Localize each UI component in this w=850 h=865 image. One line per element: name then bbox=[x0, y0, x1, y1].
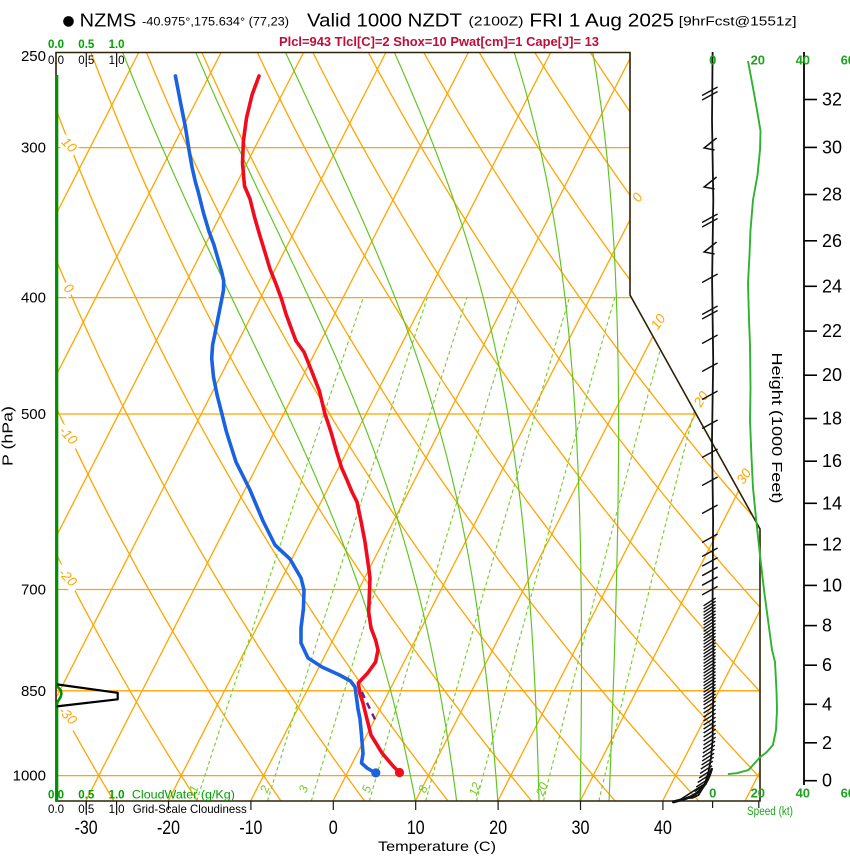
svg-text:2: 2 bbox=[822, 733, 832, 753]
svg-text:26: 26 bbox=[822, 231, 842, 251]
svg-text:250: 250 bbox=[21, 48, 46, 65]
svg-text:(2100Z): (2100Z) bbox=[469, 14, 524, 29]
svg-text:40: 40 bbox=[796, 786, 810, 801]
svg-text:12: 12 bbox=[822, 535, 842, 555]
svg-text:22: 22 bbox=[822, 321, 842, 341]
svg-text:14: 14 bbox=[822, 493, 842, 513]
svg-text:0.5: 0.5 bbox=[78, 790, 95, 802]
svg-text:1.0: 1.0 bbox=[109, 804, 125, 816]
svg-text:0.0: 0.0 bbox=[48, 804, 64, 816]
svg-text:3: 3 bbox=[296, 783, 312, 794]
svg-text:0: 0 bbox=[329, 818, 338, 839]
svg-text:0: 0 bbox=[709, 786, 716, 801]
svg-text:0.5: 0.5 bbox=[78, 55, 94, 67]
svg-text:Temperature (C): Temperature (C) bbox=[378, 838, 496, 854]
svg-text:0.0: 0.0 bbox=[48, 55, 64, 67]
svg-text:8: 8 bbox=[415, 783, 431, 794]
svg-text:10: 10 bbox=[822, 575, 842, 595]
svg-text:30: 30 bbox=[572, 818, 590, 839]
svg-text:Plcl=943 Tlcl[C]=2 Shox=10 Pwa: Plcl=943 Tlcl[C]=2 Shox=10 Pwat[cm]=1 Ca… bbox=[279, 34, 599, 49]
svg-text:850: 850 bbox=[21, 683, 46, 700]
svg-text:20: 20 bbox=[751, 53, 765, 68]
svg-text:0.0: 0.0 bbox=[48, 790, 64, 802]
svg-text:8: 8 bbox=[822, 616, 832, 636]
svg-text:500: 500 bbox=[21, 406, 46, 423]
svg-text:CloudWater (g/Kg): CloudWater (g/Kg) bbox=[132, 788, 235, 802]
svg-text:6: 6 bbox=[822, 655, 832, 675]
svg-text:20: 20 bbox=[822, 365, 842, 385]
svg-text:0.5: 0.5 bbox=[78, 39, 95, 51]
svg-text:NZMS: NZMS bbox=[80, 10, 137, 31]
svg-text:30: 30 bbox=[822, 137, 842, 157]
svg-text:-40.975°,175.634° (77,23): -40.975°,175.634° (77,23) bbox=[142, 15, 289, 29]
svg-text:Grid-Scale Cloudiness: Grid-Scale Cloudiness bbox=[133, 802, 247, 816]
svg-text:20: 20 bbox=[751, 786, 765, 801]
svg-text:20: 20 bbox=[489, 818, 507, 839]
svg-text:0: 0 bbox=[822, 771, 832, 791]
svg-text:60: 60 bbox=[841, 53, 850, 68]
svg-text:40: 40 bbox=[796, 53, 810, 68]
svg-text:20: 20 bbox=[533, 780, 551, 799]
svg-text:10: 10 bbox=[407, 818, 425, 839]
svg-text:FRI 1 Aug 2025: FRI 1 Aug 2025 bbox=[529, 10, 674, 31]
svg-text:0.0: 0.0 bbox=[48, 39, 64, 51]
svg-text:1.0: 1.0 bbox=[109, 790, 125, 802]
svg-text:1.0: 1.0 bbox=[109, 39, 125, 51]
svg-text:24: 24 bbox=[822, 276, 842, 296]
svg-text:16: 16 bbox=[822, 451, 842, 471]
svg-text:28: 28 bbox=[822, 185, 842, 205]
svg-text:300: 300 bbox=[21, 140, 46, 157]
svg-text:Height (1000 Feet): Height (1000 Feet) bbox=[768, 353, 785, 504]
svg-text:5: 5 bbox=[359, 783, 375, 794]
svg-text:-20: -20 bbox=[157, 818, 180, 839]
svg-text:32: 32 bbox=[822, 90, 842, 110]
svg-text:0: 0 bbox=[709, 53, 716, 68]
svg-text:700: 700 bbox=[21, 582, 46, 599]
svg-text:40: 40 bbox=[654, 818, 672, 839]
svg-text:-30: -30 bbox=[75, 818, 98, 839]
svg-text:18: 18 bbox=[822, 409, 842, 429]
svg-text:[9hrFcst@1551z]: [9hrFcst@1551z] bbox=[679, 14, 797, 29]
svg-text:Valid 1000 NZDT: Valid 1000 NZDT bbox=[307, 10, 462, 31]
svg-text:P (hPa): P (hPa) bbox=[1, 406, 17, 466]
svg-text:12: 12 bbox=[466, 780, 484, 798]
svg-text:1: 1 bbox=[186, 784, 201, 795]
svg-text:0.5: 0.5 bbox=[78, 804, 94, 816]
svg-text:1.0: 1.0 bbox=[109, 55, 125, 67]
svg-text:Speed (kt): Speed (kt) bbox=[747, 806, 793, 818]
svg-text:1000: 1000 bbox=[13, 768, 46, 785]
svg-text:4: 4 bbox=[822, 694, 832, 714]
svg-text:400: 400 bbox=[21, 290, 46, 307]
svg-text:-10: -10 bbox=[239, 818, 262, 839]
svg-text:60: 60 bbox=[841, 786, 850, 801]
